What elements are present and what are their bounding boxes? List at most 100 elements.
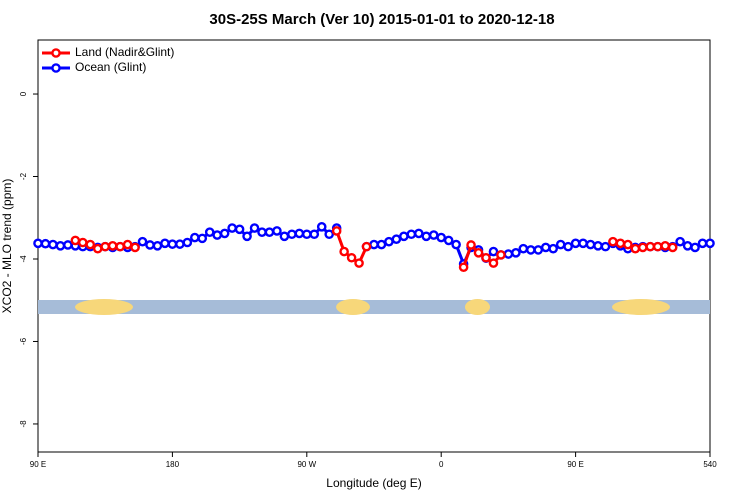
series-point [458, 262, 469, 273]
series-point [690, 242, 700, 253]
series-point [570, 238, 581, 249]
series-point [682, 240, 693, 251]
series-point [384, 236, 394, 247]
series-point [645, 241, 656, 252]
series-point [496, 250, 506, 260]
series-point [309, 229, 320, 240]
series-point [122, 239, 133, 250]
y-tick-label: -6 [19, 337, 28, 345]
series-point [167, 239, 178, 249]
land-region [612, 299, 670, 315]
y-tick-label: 0 [19, 91, 28, 96]
series-point [204, 227, 215, 237]
series-point [40, 238, 51, 249]
series-point [555, 239, 566, 250]
series-point [608, 236, 618, 247]
series-point [443, 235, 454, 246]
series-point [436, 232, 447, 243]
series-point [197, 233, 208, 244]
series-point [376, 239, 387, 250]
series-point [316, 222, 327, 232]
land-region [464, 299, 491, 315]
series-point [227, 223, 237, 233]
legend-marker [51, 48, 61, 58]
series-point [70, 235, 81, 246]
x-axis-label: Longitude (deg E) [326, 476, 421, 490]
series-point [623, 239, 633, 250]
series-point [160, 238, 170, 249]
legend-label: Land (Nadir&Glint) [75, 45, 174, 59]
series-point [182, 237, 193, 248]
y-tick-label: -2 [19, 172, 28, 180]
series-point [369, 239, 379, 250]
x-tick-label: 90 W [297, 460, 316, 469]
series-point [63, 240, 73, 250]
x-tick-label: 90 E [30, 460, 46, 469]
series-point [540, 242, 551, 253]
series-point [488, 258, 499, 268]
series-point [242, 231, 252, 242]
series-point [503, 249, 514, 259]
series-point [428, 230, 439, 240]
series-point [585, 239, 596, 250]
series-point [466, 240, 476, 250]
series-point [219, 228, 230, 239]
series-point [48, 239, 58, 250]
y-tick-label: -4 [19, 255, 28, 263]
series-point [548, 243, 559, 254]
series-point [115, 241, 125, 252]
series-point [488, 246, 499, 257]
land-region [75, 299, 133, 315]
series-point [600, 241, 611, 252]
series-point [563, 241, 573, 252]
legend-label: Ocean (Glint) [75, 60, 146, 74]
chart-title: 30S-25S March (Ver 10) 2015-01-01 to 202… [209, 11, 554, 28]
series-point [152, 240, 163, 251]
x-tick-label: 90 E [567, 460, 583, 469]
series-point [518, 243, 529, 254]
series-point [399, 231, 409, 242]
series-point [85, 239, 96, 250]
series-point [324, 229, 335, 240]
series-point [533, 245, 544, 255]
y-axis-label: XCO2 - MLO trend (ppm) [0, 179, 14, 314]
series-point [578, 238, 588, 249]
series-point [481, 252, 491, 263]
x-tick-label: 180 [166, 460, 180, 469]
legend-marker [51, 63, 61, 73]
series-point [473, 248, 484, 258]
y-tick-label: -8 [19, 420, 28, 428]
series-point [33, 238, 43, 249]
x-tick-label: 0 [439, 460, 444, 469]
series-point [451, 239, 461, 250]
series-point [705, 238, 715, 249]
series-point [675, 236, 685, 247]
series-point [249, 223, 260, 233]
series-point [55, 240, 66, 251]
series-point [294, 228, 305, 239]
land-region [336, 299, 370, 315]
series-point [189, 232, 200, 243]
series-point [130, 242, 140, 253]
series-point [667, 242, 678, 253]
series-point [361, 241, 372, 252]
ocean-strip [38, 300, 710, 314]
series-point [615, 238, 626, 249]
series-point [660, 240, 671, 251]
x-tick-label: 540 [703, 460, 717, 469]
series-point [264, 227, 275, 237]
series-point [413, 228, 424, 239]
series-point [272, 226, 282, 236]
series-point [630, 243, 641, 254]
series-point [391, 234, 402, 244]
series-point [638, 242, 648, 253]
series-point [301, 229, 312, 240]
series-point [406, 229, 417, 240]
series-point [145, 240, 155, 250]
series-point [421, 231, 432, 242]
series-point [287, 229, 297, 240]
series-point [78, 237, 88, 248]
series-point [339, 246, 349, 257]
series-point [107, 240, 118, 251]
